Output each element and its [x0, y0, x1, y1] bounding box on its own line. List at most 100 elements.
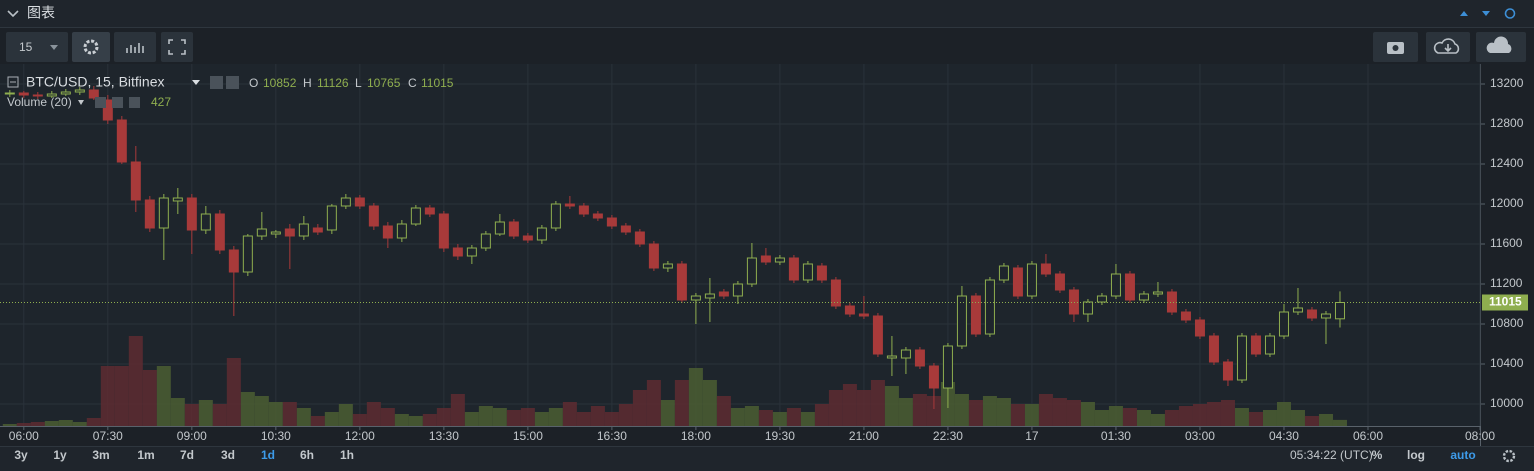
- volume-pane: [2, 336, 1347, 426]
- candle-body: [1054, 273, 1065, 291]
- candle-body: [256, 228, 267, 237]
- volume-bar: [590, 406, 605, 426]
- down-arrow[interactable]: [1482, 11, 1490, 16]
- range-button[interactable]: 1m: [137, 448, 154, 462]
- volume-bar: [184, 404, 199, 426]
- settings-button[interactable]: [72, 32, 110, 62]
- volume-bar: [394, 414, 409, 426]
- volume-dropdown[interactable]: [78, 100, 84, 105]
- volume-bar: [226, 358, 241, 426]
- range-button[interactable]: 1d: [261, 448, 275, 462]
- volume-bar: [1150, 414, 1165, 426]
- scale-button[interactable]: auto: [1450, 448, 1475, 462]
- range-button[interactable]: 3m: [92, 448, 109, 462]
- volume-bar: [1010, 404, 1025, 426]
- candle-body: [1278, 311, 1289, 337]
- range-button[interactable]: 3y: [14, 448, 28, 462]
- volume-bar: [1332, 419, 1347, 426]
- candle-body: [732, 283, 743, 297]
- volume-bar: [632, 390, 647, 426]
- open-label: O: [249, 76, 258, 90]
- x-tick-label: 10:30: [261, 429, 291, 443]
- fullscreen-button[interactable]: [161, 32, 193, 62]
- candle-body: [312, 227, 323, 233]
- volume-bar: [240, 392, 255, 426]
- collapse-chevron[interactable]: [7, 10, 19, 18]
- volume-bar: [114, 366, 129, 426]
- candle-body: [928, 365, 939, 389]
- x-tick-label: 01:30: [1101, 429, 1131, 443]
- symbol-dropdown[interactable]: [192, 80, 200, 85]
- y-tick-label: 13200: [1490, 76, 1524, 90]
- volume-bar: [660, 400, 675, 426]
- volume-bar: [968, 400, 983, 426]
- indicators-icon: [126, 43, 144, 53]
- volume-bar: [254, 396, 269, 426]
- volume-bar: [646, 380, 661, 426]
- candle-body: [228, 249, 239, 273]
- volume-bar: [842, 384, 857, 426]
- refresh-icon[interactable]: [1504, 8, 1516, 19]
- volume-bar: [268, 402, 283, 426]
- volume-bar: [296, 408, 311, 426]
- volume-bar: [618, 404, 633, 426]
- volume-bar: [72, 422, 87, 426]
- candle-body: [886, 355, 897, 359]
- candle-body: [480, 233, 491, 249]
- y-tick-label: 11200: [1490, 276, 1523, 290]
- volume-bar: [338, 404, 353, 426]
- volume-bar: [1080, 402, 1095, 426]
- volume-bar: [324, 412, 339, 426]
- x-tick-label: 13:30: [429, 429, 459, 443]
- volume-hide[interactable]: [95, 97, 106, 108]
- y-tick-label: 12400: [1490, 156, 1524, 170]
- candle-body: [676, 263, 687, 301]
- candle-body: [662, 263, 673, 269]
- candle-body: [606, 217, 617, 227]
- range-button[interactable]: 6h: [300, 448, 314, 462]
- x-tick-label: 18:00: [681, 429, 711, 443]
- candle-body: [1026, 263, 1037, 297]
- candle-body: [1208, 335, 1219, 363]
- volume-bar: [702, 380, 717, 426]
- volume-bar: [814, 404, 829, 426]
- volume-bar: [1178, 406, 1193, 426]
- range-button[interactable]: 1y: [53, 448, 67, 462]
- candle-body: [998, 265, 1009, 281]
- candle-body: [1334, 302, 1345, 320]
- format-button[interactable]: [226, 76, 239, 89]
- volume-bar: [408, 416, 423, 426]
- range-button[interactable]: 1h: [340, 448, 354, 462]
- volume-bar: [1248, 412, 1263, 426]
- bottom-settings[interactable]: [1502, 449, 1516, 463]
- volume-bar: [380, 408, 395, 426]
- hide-button[interactable]: [210, 76, 223, 89]
- low-label: L: [355, 76, 362, 90]
- scale-button[interactable]: %: [1372, 448, 1383, 462]
- volume-title: Volume (20): [7, 95, 72, 109]
- volume-bar: [1234, 408, 1249, 426]
- high-value: 11126: [317, 76, 349, 90]
- volume-bar: [1192, 404, 1207, 426]
- volume-bar: [1094, 410, 1109, 426]
- candle-body: [298, 223, 309, 237]
- x-tick-label: 19:30: [765, 429, 795, 443]
- range-button[interactable]: 3d: [221, 448, 235, 462]
- volume-format[interactable]: [112, 97, 123, 108]
- up-arrow[interactable]: [1460, 11, 1468, 16]
- range-button[interactable]: 7d: [180, 448, 194, 462]
- x-tick-label: 17: [1025, 429, 1039, 443]
- volume-bar: [436, 408, 451, 426]
- legend-collapse[interactable]: [7, 76, 19, 88]
- candle-body: [690, 295, 701, 301]
- volume-bar: [1024, 404, 1039, 426]
- scale-button[interactable]: log: [1407, 448, 1425, 462]
- candle-body: [130, 161, 141, 201]
- candle-body: [270, 231, 281, 235]
- x-tick-label: 15:00: [513, 429, 543, 443]
- volume-bar: [212, 404, 227, 426]
- volume-remove[interactable]: [129, 97, 140, 108]
- candle-body: [844, 305, 855, 315]
- interval-select[interactable]: [6, 32, 68, 62]
- candle-body: [1152, 291, 1163, 295]
